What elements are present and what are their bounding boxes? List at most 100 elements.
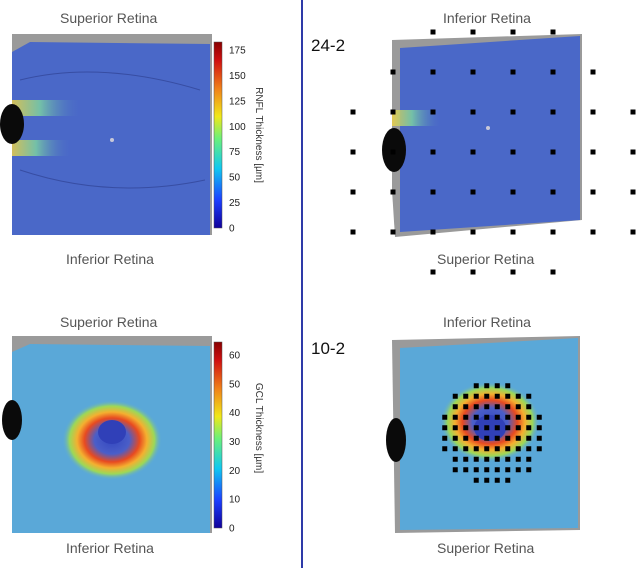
- stimulus-point: [484, 446, 490, 452]
- colorbar-tick-label: 40: [229, 408, 241, 419]
- stimulus-point: [473, 425, 479, 431]
- stimulus-point: [473, 393, 479, 399]
- stimulus-point: [442, 414, 448, 420]
- stimulus-point: [526, 446, 532, 452]
- stimulus-point: [536, 446, 542, 452]
- stimulus-point: [430, 189, 436, 195]
- stimulus-point: [494, 477, 500, 483]
- stimulus-point: [510, 189, 516, 195]
- stimulus-point: [484, 467, 490, 473]
- stimulus-point: [536, 435, 542, 441]
- stimulus-point: [484, 383, 490, 389]
- stimulus-point: [494, 456, 500, 462]
- stimulus-point: [494, 383, 500, 389]
- stimulus-point: [430, 29, 436, 35]
- stimulus-point: [505, 467, 511, 473]
- stimulus-point: [510, 269, 516, 275]
- stimulus-point: [550, 69, 556, 75]
- stimulus-point: [526, 404, 532, 410]
- gcl-map-panel: [2, 336, 212, 533]
- stimulus-point: [350, 109, 356, 115]
- stimulus-point: [470, 69, 476, 75]
- colorbar-tick-label: 30: [229, 437, 241, 448]
- stimulus-point: [526, 414, 532, 420]
- gcl-inferior-label: Inferior Retina: [66, 540, 154, 556]
- stimulus-point: [473, 414, 479, 420]
- stimulus-point: [494, 414, 500, 420]
- vf-24-2-superior-label: Superior Retina: [437, 251, 535, 267]
- stimulus-point: [452, 456, 458, 462]
- colorbar-tick-label: 150: [229, 71, 246, 82]
- rnfl-inferior-label: Inferior Retina: [66, 251, 154, 267]
- vf-10-2-stimulus-grid: [442, 383, 542, 483]
- stimulus-point: [510, 229, 516, 235]
- stimulus-point: [550, 109, 556, 115]
- colorbar-tick-label: 0: [229, 224, 235, 235]
- stimulus-point: [550, 189, 556, 195]
- stimulus-point: [515, 456, 521, 462]
- rnfl-colorbar-title: RNFL Thickness [µm]: [253, 87, 264, 183]
- stimulus-point: [484, 477, 490, 483]
- stimulus-point: [390, 189, 396, 195]
- colorbar-tick-label: 0: [229, 524, 235, 535]
- stimulus-point: [590, 69, 596, 75]
- stimulus-point: [494, 425, 500, 431]
- vf-10-2-superior-label: Superior Retina: [437, 540, 535, 556]
- stimulus-point: [430, 269, 436, 275]
- stimulus-point: [526, 435, 532, 441]
- stimulus-point: [515, 425, 521, 431]
- stimulus-point: [630, 189, 636, 195]
- stimulus-point: [430, 149, 436, 155]
- stimulus-point: [484, 404, 490, 410]
- stimulus-point: [515, 393, 521, 399]
- stimulus-point: [473, 383, 479, 389]
- stimulus-point: [473, 435, 479, 441]
- stimulus-point: [470, 109, 476, 115]
- stimulus-point: [390, 149, 396, 155]
- stimulus-point: [550, 149, 556, 155]
- stimulus-point: [452, 393, 458, 399]
- stimulus-point: [452, 414, 458, 420]
- rnfl-superior-label: Superior Retina: [60, 10, 158, 26]
- stimulus-point: [430, 229, 436, 235]
- stimulus-point: [505, 425, 511, 431]
- colorbar-tick-label: 20: [229, 466, 241, 477]
- stimulus-point: [463, 393, 469, 399]
- stimulus-point: [430, 109, 436, 115]
- vf-10-2-inferior-label: Inferior Retina: [443, 314, 531, 330]
- stimulus-point: [505, 477, 511, 483]
- gcl-colorbar-title: GCL Thickness [µm]: [253, 383, 264, 473]
- test-pattern-10-2-label: 10-2: [311, 339, 346, 358]
- vf-24-2-stimulus-grid: [350, 29, 636, 275]
- stimulus-point: [550, 229, 556, 235]
- stimulus-point: [463, 467, 469, 473]
- test-pattern-24-2-label: 24-2: [311, 36, 346, 55]
- stimulus-point: [463, 425, 469, 431]
- colorbar-tick-label: 75: [229, 147, 241, 158]
- stimulus-point: [510, 149, 516, 155]
- stimulus-point: [350, 229, 356, 235]
- stimulus-point: [470, 189, 476, 195]
- stimulus-point: [484, 393, 490, 399]
- stimulus-point: [510, 109, 516, 115]
- stimulus-point: [442, 425, 448, 431]
- stimulus-point: [630, 109, 636, 115]
- stimulus-point: [494, 404, 500, 410]
- stimulus-point: [390, 69, 396, 75]
- stimulus-point: [505, 435, 511, 441]
- gcl-superior-label: Superior Retina: [60, 314, 158, 330]
- stimulus-point: [630, 229, 636, 235]
- stimulus-point: [590, 109, 596, 115]
- stimulus-point: [470, 149, 476, 155]
- stimulus-point: [473, 404, 479, 410]
- stimulus-point: [550, 269, 556, 275]
- stimulus-point: [484, 414, 490, 420]
- colorbar-tick-label: 100: [229, 122, 246, 133]
- stimulus-point: [463, 404, 469, 410]
- vf-24-2-inferior-label: Inferior Retina: [443, 10, 531, 26]
- stimulus-point: [515, 414, 521, 420]
- colorbar-tick-label: 50: [229, 379, 241, 390]
- colorbar-tick-label: 50: [229, 173, 241, 184]
- stimulus-point: [390, 109, 396, 115]
